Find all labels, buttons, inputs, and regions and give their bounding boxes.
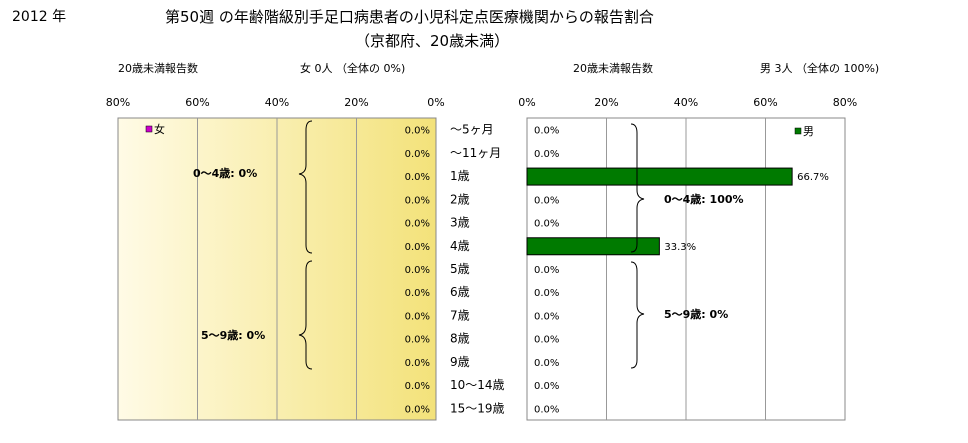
category-label: 5歳: [450, 262, 470, 276]
category-label: 2歳: [450, 192, 470, 206]
x-tick-label-left: 60%: [185, 96, 209, 109]
x-tick-label-left: 80%: [106, 96, 130, 109]
male-data-label: 0.0%: [534, 381, 559, 392]
male-data-label: 33.3%: [664, 242, 696, 253]
female-data-label: 0.0%: [405, 149, 430, 160]
category-label: 15～19歳: [450, 401, 505, 415]
x-tick-label-right: 20%: [594, 96, 618, 109]
male-data-label: 0.0%: [534, 288, 559, 299]
female-data-label: 0.0%: [405, 311, 430, 322]
female-data-label: 0.0%: [405, 288, 430, 299]
category-label: 8歳: [450, 332, 470, 346]
female-data-label: 0.0%: [405, 404, 430, 415]
category-label: 10～14歳: [450, 378, 505, 392]
female-data-label: 0.0%: [405, 219, 430, 230]
male-data-label: 0.0%: [534, 404, 559, 415]
male-legend-swatch: [794, 127, 802, 135]
male-5-9-brace: [630, 261, 645, 369]
female-data-label: 0.0%: [405, 335, 430, 346]
male-0-4-annotation: 0～4歳: 100%: [664, 192, 744, 206]
female-0-4-brace: [298, 120, 313, 254]
category-label: 3歳: [450, 216, 470, 230]
male-data-label: 66.7%: [797, 172, 829, 183]
female-data-label: 0.0%: [405, 381, 430, 392]
female-count-label: 女 0人 （全体の 0%): [300, 62, 406, 75]
right-report-label: 20歳未満報告数: [573, 62, 653, 75]
male-data-label: 0.0%: [534, 358, 559, 369]
male-legend-label: 男: [803, 125, 814, 138]
female-5-9-brace: [298, 260, 313, 370]
male-data-label: 0.0%: [534, 265, 559, 276]
x-tick-label-right: 40%: [674, 96, 698, 109]
female-data-label: 0.0%: [405, 242, 430, 253]
category-label: ～11ヶ月: [450, 146, 501, 160]
category-label: 1歳: [450, 169, 470, 183]
male-data-label: 0.0%: [534, 195, 559, 206]
female-data-label: 0.0%: [405, 195, 430, 206]
category-label: ～5ヶ月: [450, 123, 494, 137]
chart-title: 第50週 の年齢階級別手足口病患者の小児科定点医療機関からの報告割合: [165, 8, 654, 26]
female-data-label: 0.0%: [405, 126, 430, 137]
x-tick-label-right: 80%: [833, 96, 857, 109]
male-data-label: 0.0%: [534, 126, 559, 137]
male-data-label: 0.0%: [534, 335, 559, 346]
category-label: 9歳: [450, 355, 470, 369]
male-data-label: 0.0%: [534, 149, 559, 160]
left-report-label: 20歳未満報告数: [118, 62, 198, 75]
female-data-label: 0.0%: [405, 172, 430, 183]
male-count-label: 男 3人 （全体の 100%): [760, 62, 880, 75]
female-5-9-annotation: 5～9歳: 0%: [201, 328, 265, 342]
x-tick-label-right: 0%: [518, 96, 535, 109]
male-data-label: 0.0%: [534, 219, 559, 230]
female-0-4-annotation: 0～4歳: 0%: [193, 166, 257, 180]
female-data-label: 0.0%: [405, 265, 430, 276]
x-tick-label-left: 0%: [427, 96, 444, 109]
male-data-label: 0.0%: [534, 311, 559, 322]
x-tick-label-left: 20%: [344, 96, 368, 109]
male-bar: [526, 167, 793, 186]
male-0-4-brace: [630, 123, 645, 253]
x-tick-label-right: 60%: [753, 96, 777, 109]
female-legend-label: 女: [154, 122, 165, 136]
chart-subtitle: （京都府、20歳未満）: [355, 32, 510, 50]
male-5-9-annotation: 5～9歳: 0%: [664, 307, 728, 321]
male-bar: [526, 237, 660, 256]
female-data-label: 0.0%: [405, 358, 430, 369]
year-label: 2012 年: [12, 9, 67, 25]
female-legend-swatch: [145, 125, 153, 133]
category-label: 7歳: [450, 308, 470, 322]
category-label: 4歳: [450, 239, 470, 253]
x-tick-label-left: 40%: [265, 96, 289, 109]
category-label: 6歳: [450, 285, 470, 299]
